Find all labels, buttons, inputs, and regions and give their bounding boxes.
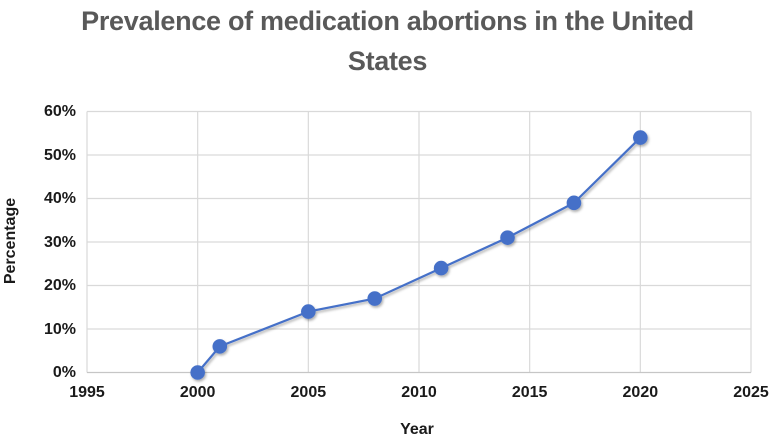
gridlines bbox=[86, 110, 752, 374]
data-point-marker bbox=[301, 304, 316, 319]
data-point-marker bbox=[212, 339, 228, 354]
data-point-marker bbox=[500, 230, 515, 245]
data-point-marker bbox=[433, 260, 449, 276]
chart-title: Prevalence of medication abortions in th… bbox=[81, 6, 694, 76]
data-point-marker bbox=[190, 365, 205, 380]
x-axis-title: Year bbox=[400, 421, 434, 438]
data-point-marker bbox=[633, 130, 648, 145]
data-point-marker bbox=[367, 291, 383, 306]
data-series-line bbox=[196, 136, 642, 374]
data-series bbox=[190, 130, 648, 380]
y-axis-title: Percentage bbox=[2, 197, 19, 285]
data-point-marker bbox=[566, 195, 582, 211]
